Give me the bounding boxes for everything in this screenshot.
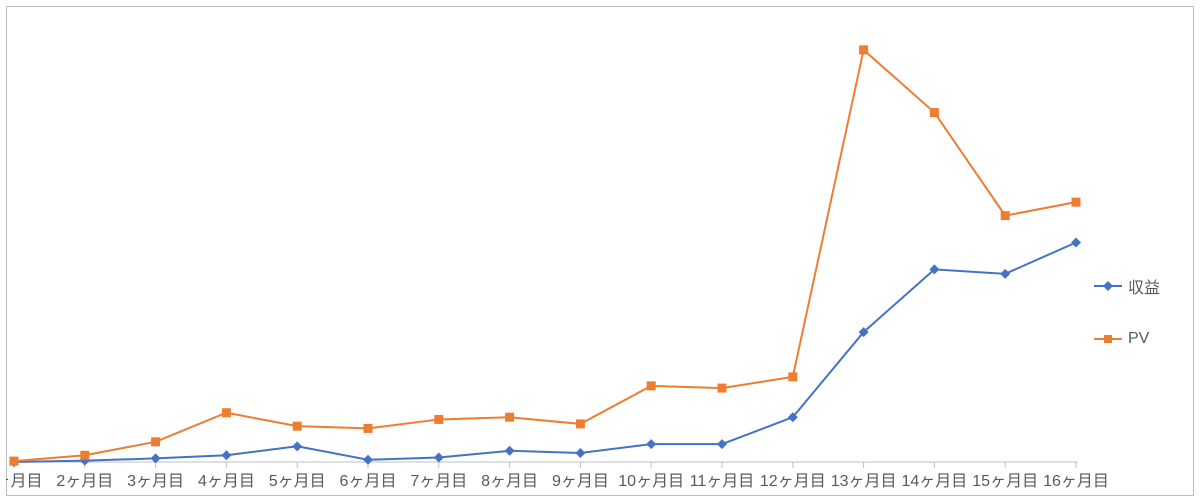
x-tick-label: 8ヶ月目 bbox=[481, 473, 538, 490]
series-marker-pv bbox=[647, 381, 656, 390]
series-marker-pv bbox=[434, 415, 443, 424]
x-tick-label: 12ヶ月目 bbox=[760, 473, 826, 490]
x-tick-label: 13ヶ月目 bbox=[831, 473, 897, 490]
series-marker-pv bbox=[788, 372, 797, 381]
line-chart: 1ヶ月目 2ヶ月目 3ヶ月目 4ヶ月目 5ヶ月目 6ヶ月目 7ヶ月目 8ヶ月目 9ヶ月目 10ヶ月… bbox=[6, 6, 1194, 496]
legend-swatch-revenue bbox=[1094, 280, 1122, 292]
series-marker-pv bbox=[505, 413, 514, 422]
series-marker-pv bbox=[576, 419, 585, 428]
x-tick-label: 3ヶ月目 bbox=[127, 473, 184, 490]
legend-label-revenue: 収益 bbox=[1128, 274, 1160, 298]
x-tick-label: 4ヶ月目 bbox=[198, 473, 255, 490]
series-marker-pv bbox=[80, 451, 89, 460]
x-tick-label: 1ヶ月目 bbox=[6, 473, 42, 490]
x-tick-label: 7ヶ月目 bbox=[410, 473, 467, 490]
chart-container: 1ヶ月目 2ヶ月目 3ヶ月目 4ヶ月目 5ヶ月目 6ヶ月目 7ヶ月目 8ヶ月目 9ヶ月目 10ヶ月… bbox=[0, 0, 1200, 502]
x-tick-label: 16ヶ月目 bbox=[1043, 473, 1109, 490]
series-marker-pv bbox=[1072, 198, 1081, 207]
legend-swatch-pv bbox=[1094, 333, 1122, 345]
x-tick-label: 5ヶ月目 bbox=[269, 473, 326, 490]
x-tick-label: 10ヶ月目 bbox=[618, 473, 684, 490]
series-marker-pv bbox=[293, 422, 302, 431]
x-tick-label: 2ヶ月目 bbox=[56, 473, 113, 490]
series-marker-pv bbox=[930, 108, 939, 117]
legend-item-revenue: 収益 bbox=[1094, 274, 1160, 298]
legend: 収益 PV bbox=[1094, 274, 1160, 348]
legend-label-pv: PV bbox=[1128, 330, 1149, 348]
legend-item-pv: PV bbox=[1094, 330, 1160, 348]
x-tick-label: 14ヶ月目 bbox=[901, 473, 967, 490]
x-tick-label: 11ヶ月目 bbox=[690, 473, 755, 490]
series-marker-pv bbox=[10, 457, 19, 466]
x-tick-label: 15ヶ月目 bbox=[972, 473, 1038, 490]
x-tick-label: 6ヶ月目 bbox=[340, 473, 397, 490]
series-marker-pv bbox=[151, 437, 160, 446]
series-marker-pv bbox=[718, 384, 727, 393]
series-marker-pv bbox=[1001, 211, 1010, 220]
plot-frame: 1ヶ月目 2ヶ月目 3ヶ月目 4ヶ月目 5ヶ月目 6ヶ月目 7ヶ月目 8ヶ月目 9ヶ月目 10ヶ月… bbox=[6, 6, 1194, 496]
chart-border bbox=[7, 7, 1194, 496]
series-marker-pv bbox=[222, 408, 231, 417]
series-marker-pv bbox=[364, 424, 373, 433]
series-marker-pv bbox=[859, 45, 868, 54]
x-tick-label: 9ヶ月目 bbox=[552, 473, 609, 490]
